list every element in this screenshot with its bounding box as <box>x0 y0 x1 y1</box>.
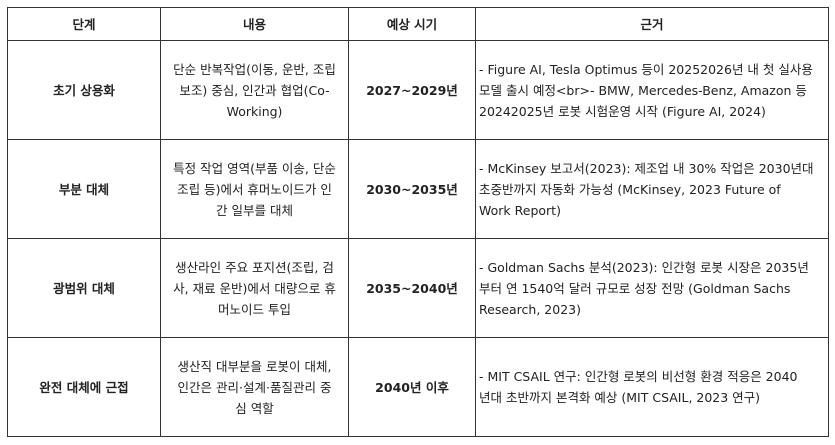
timeline-table: 단계 내용 예상 시기 근거 초기 상용화 단순 반복작업(이동, 운반, 조립 보… <box>7 7 829 437</box>
header-basis: 근거 <box>475 7 829 41</box>
basis-cell: - McKinsey 보고서(2023): 제조업 내 30% 작업은 2030… <box>475 139 829 239</box>
content-cell-line: 머노이드 투입 <box>218 301 291 317</box>
table-row: 완전 대체에 근접 생산직 대부분을 로봇이 대체, 인간은 관리·설계·품질관리 … <box>7 337 829 437</box>
content-cell-line: 인간은 관리·설계·품질관리 중 <box>177 379 332 395</box>
basis-cell-line: - Goldman Sachs 분석(2023): 인간형 로봇 시장은 203… <box>479 259 809 275</box>
basis-cell-line: - MIT CSAIL 연구: 인간형 로봇의 비선형 환경 적응은 2040 <box>479 369 798 384</box>
table-row: 광범위 대체 생산라인 주요 포지션(조립, 검 사, 재료 운반)에서 대량으로 … <box>7 238 829 338</box>
basis-cell-line: - McKinsey 보고서(2023): 제조업 내 30% 작업은 2030… <box>479 160 814 176</box>
basis-cell-line: Research, 2023) <box>479 301 581 317</box>
content-cell-line: 조립 등)에서 휴머노이드가 인 <box>177 181 332 197</box>
header-stage: 단계 <box>7 7 161 41</box>
table-row: 초기 상용화 단순 반복작업(이동, 운반, 조립 보조) 중심, 인간과 협업(C… <box>7 40 829 140</box>
basis-cell-line: - Figure AI, Tesla Optimus 등이 20252026년 … <box>479 61 813 77</box>
stage-cell: 광범위 대체 <box>7 238 161 338</box>
header-content: 내용 <box>160 7 349 41</box>
content-cell-line: 보조) 중심, 인간과 협업(Co- <box>179 82 330 98</box>
content-cell-line: 사, 재료 운반)에서 대량으로 휴 <box>173 280 336 296</box>
basis-cell: - Goldman Sachs 분석(2023): 인간형 로봇 시장은 203… <box>475 238 829 338</box>
basis-cell-line: Work Report) <box>479 202 561 218</box>
basis-cell: - MIT CSAIL 연구: 인간형 로봇의 비선형 환경 적응은 2040 년… <box>475 337 829 437</box>
content-cell-line: 간 일부를 대체 <box>216 202 293 218</box>
basis-cell-line: 모델 출시 예정<br>- BMW, Mercedes-Benz, Amazon… <box>479 82 807 98</box>
period-cell: 2027~2029년 <box>348 40 476 140</box>
content-cell-line: 심 역할 <box>235 400 274 416</box>
content-cell-line: 단순 반복작업(이동, 운반, 조립 <box>173 61 336 77</box>
stage-cell: 부분 대체 <box>7 139 161 239</box>
header-period: 예상 시기 <box>348 7 476 41</box>
period-cell: 2030~2035년 <box>348 139 476 239</box>
basis-cell-line: 초중반까지 자동화 가능성 (McKinsey, 2023 Future of <box>479 181 781 197</box>
header-row: 단계 내용 예상 시기 근거 <box>7 7 829 41</box>
basis-cell: - Figure AI, Tesla Optimus 등이 20252026년 … <box>475 40 829 140</box>
basis-cell-line: 부터 연 1540억 달러 규모로 성장 전망 (Goldman Sachs <box>479 280 791 296</box>
content-cell-line: 생산직 대부분을 로봇이 대체, <box>177 358 332 374</box>
basis-cell-line: 20242025년 로봇 시험운영 시작 (Figure AI, 2024) <box>479 103 766 119</box>
content-cell-line: Working) <box>226 103 283 119</box>
stage-cell: 초기 상용화 <box>7 40 161 140</box>
period-cell: 2035~2040년 <box>348 238 476 338</box>
content-cell-line: 특정 작업 영역(부품 이송, 단순 <box>173 160 336 176</box>
content-cell-line: 생산라인 주요 포지션(조립, 검 <box>175 259 334 275</box>
period-cell: 2040년 이후 <box>348 337 476 437</box>
stage-cell: 완전 대체에 근접 <box>7 337 161 437</box>
basis-cell-line: 년대 초반까지 본격화 예상 (MIT CSAIL, 2023 연구) <box>479 390 761 405</box>
